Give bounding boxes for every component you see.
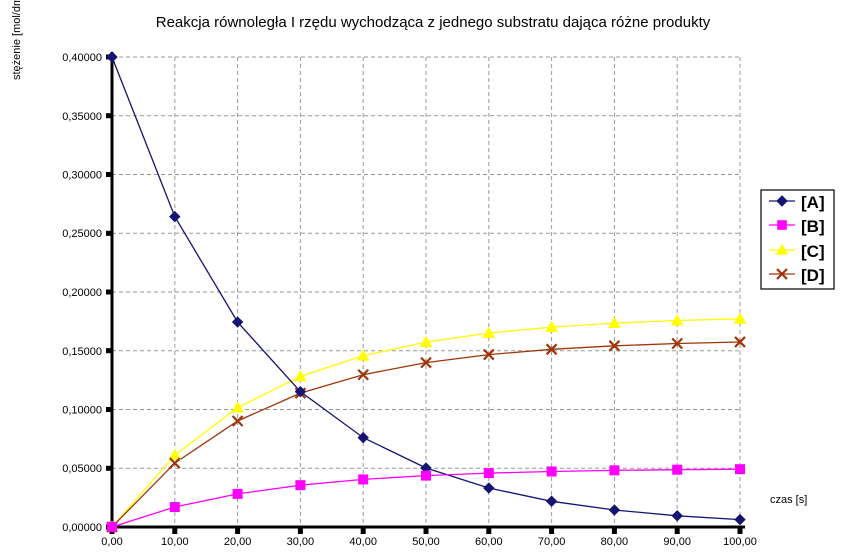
svg-text:100,00: 100,00 [723, 536, 757, 548]
svg-text:[C]: [C] [801, 242, 825, 261]
svg-text:90,00: 90,00 [663, 536, 691, 548]
svg-text:[D]: [D] [801, 266, 825, 285]
svg-text:0,20000: 0,20000 [62, 287, 102, 299]
svg-text:20,00: 20,00 [224, 536, 252, 548]
svg-text:50,00: 50,00 [412, 536, 440, 548]
svg-text:0,10000: 0,10000 [62, 405, 102, 417]
svg-text:stężenie [mol/dm3]: stężenie [mol/dm3] [11, 0, 23, 80]
svg-text:[B]: [B] [801, 217, 825, 236]
svg-text:0,35000: 0,35000 [62, 111, 102, 123]
svg-text:Reakcja równoległa I rzędu wyc: Reakcja równoległa I rzędu wychodząca z … [156, 14, 711, 31]
svg-text:0,25000: 0,25000 [62, 228, 102, 240]
svg-text:70,00: 70,00 [538, 536, 566, 548]
svg-text:40,00: 40,00 [349, 536, 377, 548]
svg-text:30,00: 30,00 [287, 536, 315, 548]
svg-text:[A]: [A] [801, 193, 825, 212]
svg-text:0,30000: 0,30000 [62, 170, 102, 182]
svg-text:0,40000: 0,40000 [62, 52, 102, 64]
svg-text:0,00: 0,00 [101, 536, 122, 548]
svg-text:0,00000: 0,00000 [62, 522, 102, 534]
svg-text:czas [s]: czas [s] [770, 494, 807, 506]
svg-text:60,00: 60,00 [475, 536, 503, 548]
svg-text:0,05000: 0,05000 [62, 463, 102, 475]
svg-text:0,15000: 0,15000 [62, 346, 102, 358]
svg-text:80,00: 80,00 [601, 536, 629, 548]
svg-text:10,00: 10,00 [161, 536, 189, 548]
